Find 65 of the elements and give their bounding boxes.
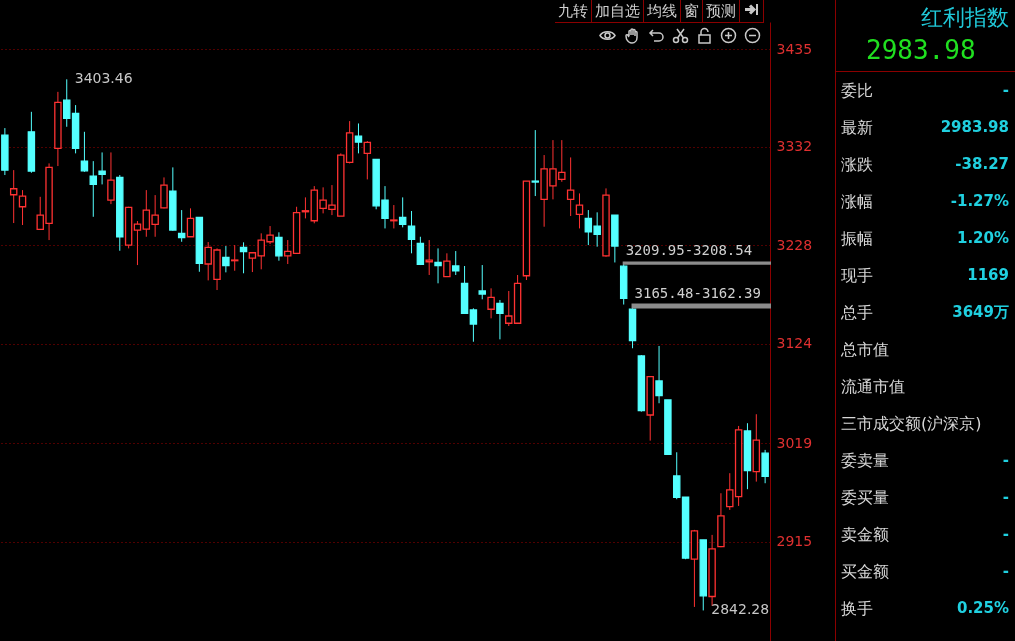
text: 流通市值 <box>841 376 905 398</box>
candlestick <box>469 307 478 343</box>
text: 九转 <box>555 0 592 22</box>
candlestick <box>89 160 98 218</box>
y-tick-label: 3332 <box>776 138 813 155</box>
candlestick <box>354 122 363 154</box>
candlestick <box>478 264 486 300</box>
candlestick <box>390 204 398 229</box>
text: 现手 1169 <box>841 266 1009 285</box>
candlestick <box>98 151 106 185</box>
candlestick <box>107 151 115 205</box>
candlestick <box>443 252 451 278</box>
y-tick-label: 3435 <box>776 40 813 57</box>
candlestick <box>80 131 89 173</box>
y-tick-label: 2915 <box>776 533 813 550</box>
candlestick <box>451 250 460 276</box>
text: 卖金额 - <box>841 525 1009 544</box>
text: 涨幅 -1.27% <box>841 192 1009 211</box>
candlestick <box>416 236 425 266</box>
candlestick <box>18 189 27 226</box>
y-tick-label: 3228 <box>776 236 813 253</box>
text: 总市值 <box>841 339 889 361</box>
candlestick <box>496 299 504 340</box>
text: 振幅 1.20% <box>841 229 1009 248</box>
candlestick <box>566 156 575 217</box>
text: 加自选 <box>592 0 644 22</box>
text: 总手 3649万 <box>841 303 1009 322</box>
annotation: 3403.46 <box>74 70 133 87</box>
text: 红利指数 <box>920 4 1010 32</box>
candlestick <box>761 449 769 484</box>
candlestick <box>487 287 495 319</box>
candlestick <box>186 207 195 238</box>
candlestick <box>9 169 18 224</box>
candlestick <box>434 247 442 284</box>
candlestick <box>398 196 407 228</box>
candlestick <box>275 231 283 262</box>
text: 换手 0.25% <box>841 599 1009 618</box>
candlestick <box>655 345 663 404</box>
band-label: 3209.95-3208.54 <box>625 242 753 259</box>
candlestick <box>672 451 681 500</box>
annotation: 2842.28 <box>711 601 770 618</box>
text: 均线 <box>644 0 681 22</box>
text: 买金额 - <box>841 562 1009 581</box>
candlestick <box>425 239 433 276</box>
text: 委比 - <box>841 81 1009 100</box>
text: 预测 <box>703 0 740 22</box>
text: 窗 <box>681 0 703 22</box>
y-tick-label: 3019 <box>776 434 813 451</box>
candlestick <box>160 176 168 209</box>
candlestick <box>531 129 540 197</box>
candlestick <box>222 245 230 273</box>
candlestick <box>63 78 71 128</box>
text: 最新 2983.98 <box>841 118 1009 137</box>
candlestick <box>363 140 372 180</box>
text: 委卖量 - <box>841 451 1009 470</box>
candlestick <box>407 210 416 254</box>
y-tick-label: 3124 <box>776 335 813 352</box>
text: 2983.98 <box>836 35 1015 72</box>
text: 委买量 - <box>841 488 1009 507</box>
candlestick <box>133 220 142 266</box>
candlestick <box>230 244 239 272</box>
text: 涨跌 -38.27 <box>841 155 1009 174</box>
text: 三市成交额(沪深京) <box>841 413 982 435</box>
candlestick <box>575 192 584 229</box>
band-label: 3165.48-3162.39 <box>634 284 761 301</box>
